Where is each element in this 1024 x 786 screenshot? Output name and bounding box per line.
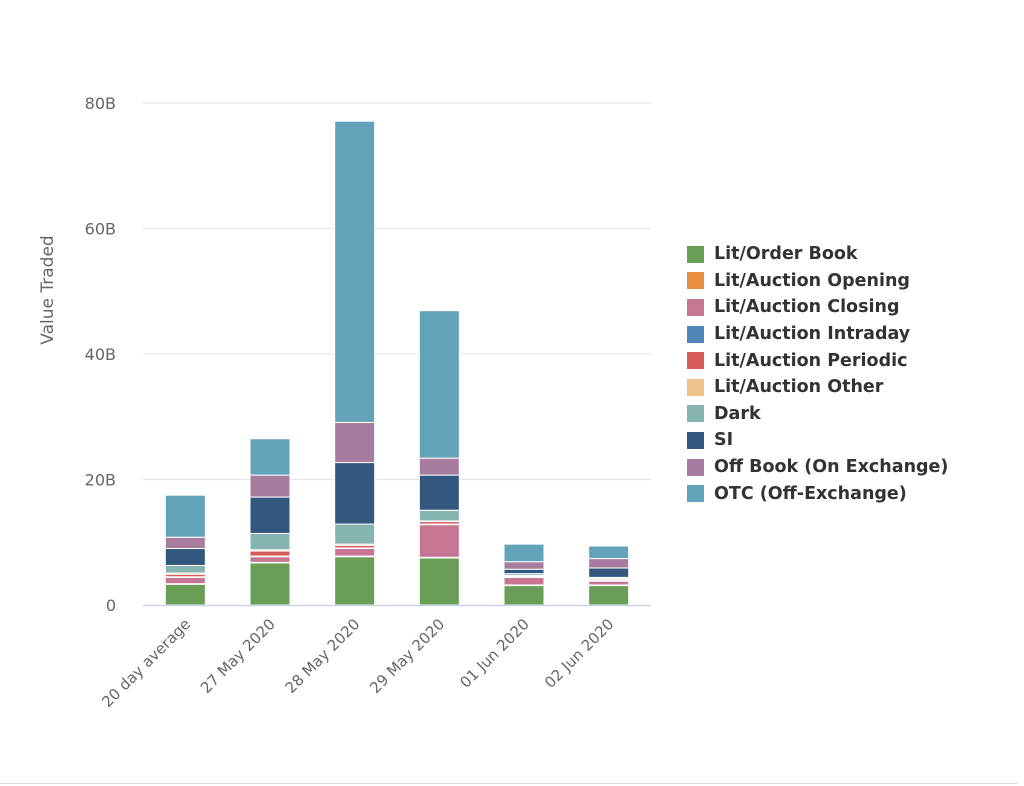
y-tick-label: 0 (106, 596, 116, 615)
legend-label: SI (714, 430, 734, 451)
bar-segment-lit-auction-closing[interactable] (418, 524, 460, 558)
bar-segment-otc-off-exchange[interactable] (588, 545, 630, 560)
x-tick-label: 20 day average (98, 615, 194, 711)
legend-item[interactable]: Dark (687, 401, 948, 428)
y-tick-label: 40B (85, 345, 116, 364)
legend-swatch (687, 245, 704, 263)
x-tick-label: 02 Jun 2020 (541, 615, 618, 692)
bar-segment-lit-auction-closing[interactable] (503, 576, 545, 586)
bar-segment-si[interactable] (503, 568, 545, 575)
y-axis-ticks: 0 20B 40B 60B 80B (85, 94, 116, 615)
legend-swatch (687, 352, 704, 370)
legend-label: Lit/Auction Opening (714, 270, 910, 291)
bar-segment-dark[interactable] (334, 523, 376, 545)
bar-segment-off-book-on-exchange[interactable] (503, 561, 545, 570)
bar-segment-dark[interactable] (418, 509, 460, 522)
y-tick-label: 20B (85, 471, 116, 490)
x-tick-label: 01 Jun 2020 (456, 615, 533, 692)
legend-swatch (687, 272, 704, 290)
bar-segment-off-book-on-exchange[interactable] (334, 421, 376, 464)
bar-segment-lit-auction-periodic[interactable] (249, 550, 291, 557)
bar-segment-off-book-on-exchange[interactable] (249, 474, 291, 498)
gridlines (143, 102, 651, 481)
y-tick-label: 80B (85, 94, 116, 113)
bar-segment-si[interactable] (334, 462, 376, 525)
legend: Lit/Order Book Lit/Auction Opening Lit/Auc… (687, 241, 948, 507)
legend-label: Lit/Auction Other (714, 377, 884, 398)
legend-item[interactable]: Lit/Auction Intraday (687, 321, 948, 348)
legend-label: Off Book (On Exchange) (714, 457, 949, 478)
bar-segment-lit-order-book[interactable] (418, 557, 460, 606)
legend-swatch (687, 298, 704, 316)
legend-item[interactable]: Lit/Auction Periodic (687, 347, 948, 374)
legend-label: Lit/Order Book (714, 244, 858, 265)
legend-swatch (687, 431, 704, 449)
legend-item[interactable]: Lit/Order Book (687, 241, 948, 268)
bar-segment-si[interactable] (588, 567, 630, 578)
legend-swatch (687, 325, 704, 343)
bar-segment-lit-auction-closing[interactable] (164, 576, 206, 585)
bar-segment-lit-auction-closing[interactable] (334, 548, 376, 557)
legend-label: Lit/Auction Closing (714, 297, 900, 318)
bar-segment-otc-off-exchange[interactable] (334, 120, 376, 423)
legend-label: OTC (Off-Exchange) (714, 483, 907, 504)
bar-segment-si[interactable] (249, 496, 291, 534)
legend-item[interactable]: Lit/Auction Closing (687, 294, 948, 321)
legend-item[interactable]: Lit/Auction Other (687, 374, 948, 401)
bar-segment-otc-off-exchange[interactable] (249, 438, 291, 476)
legend-swatch (687, 378, 704, 396)
legend-item[interactable]: OTC (Off-Exchange) (687, 480, 948, 507)
legend-label: Lit/Auction Intraday (714, 324, 911, 345)
bar-segment-off-book-on-exchange[interactable] (588, 558, 630, 569)
bar-segment-off-book-on-exchange[interactable] (418, 457, 460, 476)
bar-segment-otc-off-exchange[interactable] (503, 543, 545, 563)
legend-swatch (687, 405, 704, 423)
legend-label: Lit/Auction Periodic (714, 350, 908, 371)
bar-segment-si[interactable] (164, 548, 206, 566)
bar-segment-otc-off-exchange[interactable] (164, 494, 206, 538)
x-tick-label: 28 May 2020 (282, 615, 364, 697)
legend-item[interactable]: Off Book (On Exchange) (687, 454, 948, 481)
x-tick-label: 29 May 2020 (366, 615, 448, 697)
legend-item[interactable]: SI (687, 427, 948, 454)
legend-swatch (687, 485, 704, 503)
bar-segment-lit-order-book[interactable] (588, 585, 630, 606)
bar-segment-dark[interactable] (249, 532, 291, 551)
legend-label: Dark (714, 403, 761, 424)
bar-segment-lit-auction-closing[interactable] (588, 580, 630, 586)
x-axis-ticks: 20 day average 27 May 2020 28 May 2020 29 M… (98, 615, 617, 711)
bar-segment-otc-off-exchange[interactable] (418, 310, 460, 459)
bar-segment-si[interactable] (418, 474, 460, 511)
legend-swatch (687, 458, 704, 476)
y-tick-label: 60B (85, 220, 116, 239)
bar-segment-off-book-on-exchange[interactable] (164, 536, 206, 550)
bar-segment-lit-order-book[interactable] (503, 585, 545, 606)
bar-segment-lit-order-book[interactable] (164, 583, 206, 606)
bar-segment-lit-auction-closing[interactable] (249, 556, 291, 563)
bars (164, 120, 630, 606)
bar-segment-lit-order-book[interactable] (334, 556, 376, 606)
bar-segment-dark[interactable] (164, 564, 206, 574)
legend-item[interactable]: Lit/Auction Opening (687, 268, 948, 295)
bar-segment-lit-order-book[interactable] (249, 562, 291, 606)
y-axis-title: Value Traded (38, 235, 58, 344)
divider (0, 783, 1018, 784)
x-tick-label: 27 May 2020 (197, 615, 279, 697)
